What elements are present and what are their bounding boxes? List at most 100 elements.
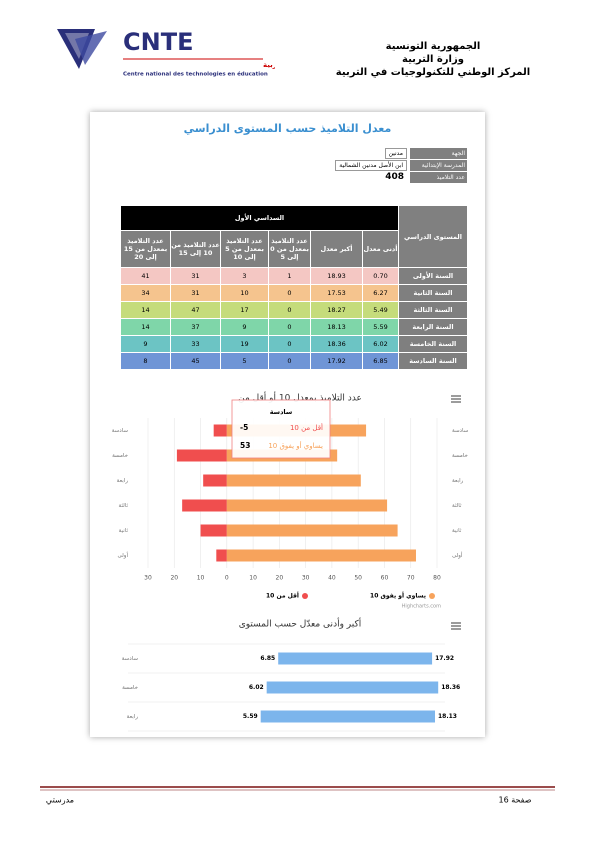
- y-tick-label: ثانية: [119, 528, 129, 534]
- x-tick-label: 30: [302, 575, 310, 582]
- level-cell: السنة الرابعة: [398, 318, 468, 336]
- bar: [213, 424, 227, 437]
- bar: [226, 549, 416, 562]
- credit: Highcharts.com: [402, 604, 441, 610]
- value-label: 18.13: [438, 713, 457, 720]
- footer-site: مدرستي: [46, 796, 74, 805]
- filter-row: الجهة مدنين: [245, 148, 467, 159]
- table: المستوى الدراسي السداسي الأول أدنى معدل أكب…: [120, 205, 468, 370]
- y-tick-label: خامسة: [122, 685, 138, 691]
- bar: [226, 524, 398, 537]
- cell: 45: [170, 352, 221, 370]
- bar: [182, 499, 227, 512]
- header-line: المركز الوطني للتكنولوجيات في التربية: [335, 67, 531, 78]
- tooltip-value: 53: [240, 441, 250, 450]
- header-row: أدنى معدل أكبر معدل عدد التلاميذ بمعدل من …: [120, 230, 468, 268]
- filter-row: المدرسة الإبتدائية ابن الأصل مدنين الشمال…: [245, 160, 467, 171]
- table-row: السنة الثانية 6.27 17.53 0 10 31 34: [120, 284, 468, 302]
- column-header: أكبر معدل: [310, 230, 363, 268]
- cell: 17.92: [310, 352, 363, 370]
- cell: 6.85: [362, 352, 399, 370]
- bar: [216, 549, 227, 562]
- y-tick-label: ثالثة: [452, 503, 462, 509]
- logo-french: Centre national des technologies en éduc…: [123, 71, 268, 78]
- value-label: 5.59: [243, 713, 258, 720]
- header-line: وزارة التربية: [402, 54, 464, 65]
- x-tick-label: 40: [328, 575, 336, 582]
- tooltip-category: سادسة: [270, 408, 293, 416]
- column-header: عدد التلاميذ بمعدل من 5 إلى 10: [220, 230, 269, 268]
- x-tick-label: 60: [381, 575, 389, 582]
- level-header: المستوى الدراسي: [398, 205, 468, 268]
- tooltip-label: أقل من 10: [290, 423, 323, 432]
- filter-label: المدرسة الإبتدائية: [410, 160, 467, 171]
- filter-row: عدد التلاميذ 408: [245, 172, 467, 183]
- cell: 0: [268, 284, 311, 302]
- cell: 17.53: [310, 284, 363, 302]
- column-header: أدنى معدل: [362, 230, 399, 268]
- cell: 9: [120, 335, 171, 353]
- y-tick-label: أولى: [118, 551, 129, 559]
- column-header: عدد التلاميذ من 10 إلى 15: [170, 230, 221, 268]
- level-cell: السنة الثانية: [398, 284, 468, 302]
- semester-header: السداسي الأول: [120, 205, 399, 231]
- column-header: عدد التلاميذ بمعدل من 15 إلى 20: [120, 230, 171, 268]
- level-cell: السنة السادسة: [398, 352, 468, 370]
- cell: 5.59: [362, 318, 399, 336]
- legend-marker: [429, 593, 435, 599]
- bar: [226, 474, 361, 487]
- bar: [176, 449, 227, 462]
- level-cell: السنة الخامسة: [398, 335, 468, 353]
- cell: 0: [268, 352, 311, 370]
- cell: 18.13: [310, 318, 363, 336]
- legend-label: يساوي أو يفوق 10: [370, 592, 426, 600]
- filter-value: ابن الأصل مدنين الشمالية: [335, 160, 407, 171]
- x-tick-label: 30: [144, 575, 152, 582]
- table-row: السنة الرابعة 5.59 18.13 0 9 37 14: [120, 318, 468, 336]
- filter-label: الجهة: [410, 148, 467, 159]
- cell: 14: [120, 301, 171, 319]
- cell: 31: [170, 284, 221, 302]
- x-tick-label: 70: [407, 575, 415, 582]
- x-tick-label: 20: [170, 575, 178, 582]
- bar: [200, 524, 227, 537]
- cell: 5: [220, 352, 269, 370]
- logo: CNTE المركز الوطني للتكنولوجيات في الترب…: [57, 28, 275, 78]
- x-tick-label: 10: [197, 575, 205, 582]
- filter-label: عدد التلاميذ: [410, 172, 467, 183]
- cell: 3: [220, 267, 269, 285]
- level-cell: السنة الثالثة: [398, 301, 468, 319]
- y-tick-label: سادسة: [122, 656, 139, 662]
- logo-acronym: CNTE: [123, 28, 193, 56]
- cell: 8: [120, 352, 171, 370]
- footer-page: صفحة 16: [498, 796, 531, 805]
- header-row: المستوى الدراسي السداسي الأول: [120, 205, 468, 268]
- y-tick-label: ثالثة: [119, 503, 129, 509]
- column-header: عدد التلاميذ بمعدل من 0 إلى 5: [268, 230, 311, 268]
- table-row: السنة السادسة 6.85 17.92 0 5 45 8: [120, 352, 468, 370]
- header: الجمهورية التونسية وزارة التربية المركز …: [333, 40, 533, 79]
- x-tick-label: 80: [433, 575, 441, 582]
- y-tick-label: سادسة: [452, 428, 469, 434]
- bar: [203, 474, 227, 487]
- menu-icon: [451, 395, 461, 630]
- table-row: السنة الخامسة 6.02 18.36 0 19 33 9: [120, 335, 468, 353]
- filters: الجهة مدنين المدرسة الإبتدائية ابن الأصل مد…: [245, 148, 467, 184]
- range-bar: [260, 710, 436, 723]
- y-tick-label: خامسة: [452, 453, 468, 459]
- cell: 0.70: [362, 267, 399, 285]
- legend-label: أقل من 10: [266, 592, 299, 600]
- tooltip-value: -5: [240, 423, 248, 432]
- value-label: 6.02: [249, 684, 264, 691]
- cell: 0: [268, 335, 311, 353]
- y-tick-label: خامسة: [112, 453, 128, 459]
- cell: 31: [170, 267, 221, 285]
- y-tick-label: سادسة: [112, 428, 129, 434]
- cell: 10: [220, 284, 269, 302]
- filter-value: مدنين: [384, 148, 407, 159]
- cell: 17: [220, 301, 269, 319]
- y-tick-label: أولى: [452, 551, 463, 559]
- legend-marker: [302, 593, 308, 599]
